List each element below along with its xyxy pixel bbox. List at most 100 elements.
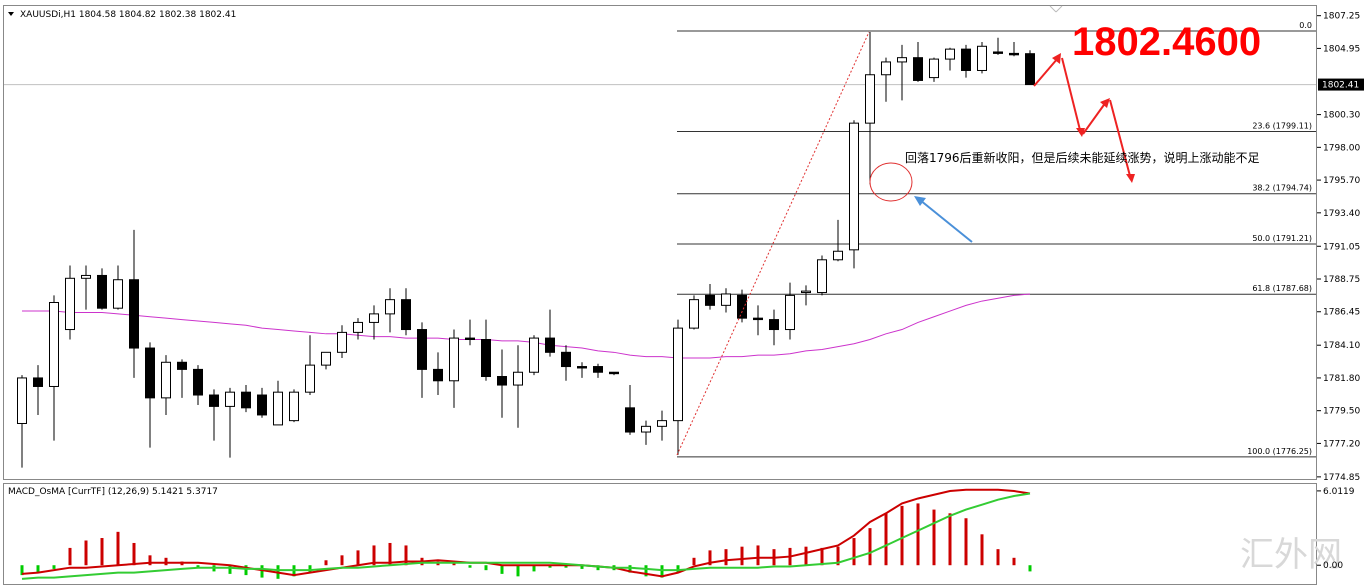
candle-body xyxy=(1009,52,1019,56)
histogram-bar xyxy=(148,555,152,566)
current-price-label: 1802.41 xyxy=(1322,81,1359,91)
histogram-bar xyxy=(724,549,728,566)
candle-body xyxy=(545,337,555,353)
histogram-bar xyxy=(372,545,376,566)
histogram-bar xyxy=(932,509,936,566)
candle-body xyxy=(849,122,859,251)
candle-body xyxy=(817,259,827,294)
histogram-bar xyxy=(948,513,952,566)
plot: 1807.25 1804.95 1800.30 1798.00 1795.70 1793.… xyxy=(4,12,1364,580)
scroll-marker xyxy=(1055,5,1063,13)
fib-label: 50.0 (1791.21) xyxy=(1252,234,1312,243)
candle-body xyxy=(433,368,443,382)
y-tick-label: 1788.75 xyxy=(1323,275,1360,285)
candle-body xyxy=(193,368,203,396)
histogram-bar xyxy=(660,565,664,578)
histogram-bar xyxy=(452,562,456,566)
candle-body xyxy=(209,394,219,407)
candle-body xyxy=(129,279,139,349)
y-tick-label: 6.0119 xyxy=(1323,487,1355,497)
candle-body xyxy=(33,377,43,387)
candle-body xyxy=(913,57,923,81)
histogram-bar xyxy=(116,531,120,566)
trend-line xyxy=(676,31,870,456)
y-tick-label: 1777.20 xyxy=(1323,439,1360,449)
candle-body xyxy=(385,299,395,315)
candle-body xyxy=(833,250,843,261)
main-panel xyxy=(3,5,1317,480)
candle-body xyxy=(305,364,315,393)
candle-body xyxy=(241,391,251,409)
histogram-bar xyxy=(756,545,760,566)
histogram-bar xyxy=(100,538,104,566)
scroll-marker xyxy=(1049,5,1057,13)
candle-body xyxy=(865,74,875,124)
candle-body xyxy=(17,377,27,424)
macd-title: MACD_OsMA [CurrTF] (12,26,9) 5.1421 5.37… xyxy=(8,487,218,497)
candle-body xyxy=(673,327,683,422)
red-arrow xyxy=(1061,57,1081,131)
candle-body xyxy=(561,351,571,368)
y-tick-label: 1800.30 xyxy=(1323,111,1360,121)
blue-arrow xyxy=(919,199,973,243)
candle-body xyxy=(529,337,539,373)
histogram-bar xyxy=(900,505,904,566)
candle-body xyxy=(97,274,107,309)
histogram-bar xyxy=(884,513,888,566)
candle-body xyxy=(577,366,587,369)
candle-body xyxy=(641,425,651,433)
note: 回落1796后重新收阳，但是后续未能延续涨势，说明上涨动能不足 xyxy=(905,150,1260,165)
histogram-bar xyxy=(324,560,328,566)
histogram-bar xyxy=(164,557,168,566)
red-arrow xyxy=(1082,101,1107,135)
y-tick-label: 1807.25 xyxy=(1323,12,1360,22)
y-tick-label: 1793.40 xyxy=(1323,209,1360,219)
histogram-bar xyxy=(964,518,968,566)
candle-body xyxy=(417,329,427,370)
y-tick-label: 1791.05 xyxy=(1323,242,1360,252)
candle-body xyxy=(65,277,75,331)
candle-body xyxy=(625,407,635,433)
candle-body xyxy=(721,293,731,306)
histogram-bar xyxy=(916,503,920,566)
y-tick-label: 1774.85 xyxy=(1323,473,1360,483)
histogram-bar xyxy=(356,550,360,566)
histogram-bar xyxy=(708,550,712,566)
histogram-bar xyxy=(468,565,472,568)
candle-body xyxy=(113,279,123,309)
histogram-bar xyxy=(820,547,824,566)
candle-body xyxy=(769,319,779,331)
candle-body xyxy=(977,45,987,71)
candle-body xyxy=(993,51,1003,54)
red-arrowhead xyxy=(1126,174,1135,183)
candle-body xyxy=(289,391,299,422)
fib-label: 23.6 (1799.11) xyxy=(1252,122,1312,131)
candle-body xyxy=(785,294,795,331)
candle-body xyxy=(81,274,91,279)
red-arrowhead xyxy=(1100,98,1110,108)
histogram-bar xyxy=(548,565,552,568)
red-arrow xyxy=(1033,57,1059,87)
histogram-bar xyxy=(868,528,872,566)
histogram-bar xyxy=(1012,557,1016,566)
histogram-bar xyxy=(532,565,536,572)
histogram-bar xyxy=(804,546,808,566)
red-arrowhead xyxy=(1076,128,1085,137)
y-tick-label: 0.00 xyxy=(1323,561,1343,571)
candle-body xyxy=(49,301,59,387)
histogram-bar xyxy=(996,549,1000,566)
histogram-bar xyxy=(84,540,88,566)
histogram-bar xyxy=(676,565,680,573)
candle-body xyxy=(593,366,603,373)
histogram-bar xyxy=(196,565,200,568)
y-tick-label: 1781.80 xyxy=(1323,374,1360,384)
candle-body xyxy=(881,61,891,76)
histogram-bar xyxy=(516,565,520,577)
y-tick-label: 1786.45 xyxy=(1323,308,1360,318)
histogram-bar xyxy=(1028,565,1032,572)
chart-title: XAUUSDi,H1 1804.58 1804.82 1802.38 1802.… xyxy=(20,10,236,20)
candle-body xyxy=(705,294,715,306)
watermark: 汇外网 xyxy=(1240,535,1342,575)
fib-label: 0.0 xyxy=(1299,21,1312,30)
